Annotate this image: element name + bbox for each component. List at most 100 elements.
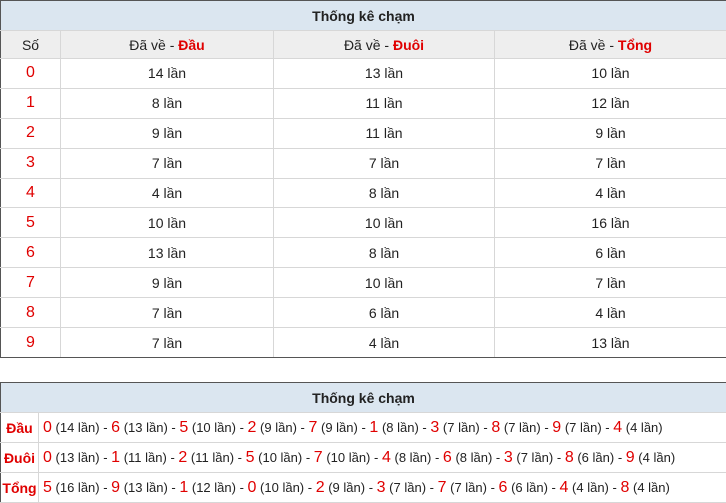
tong-count-cell: 13 lần	[495, 328, 726, 358]
separator: -	[609, 480, 621, 495]
ranking-count: (10 lần)	[326, 450, 370, 465]
dau-count-cell: 7 lần	[61, 298, 274, 328]
ranking-digit: 1	[111, 449, 120, 466]
separator: -	[304, 480, 316, 495]
duoi-count-cell: 13 lần	[274, 59, 495, 89]
ranking-digit: 9	[552, 419, 561, 436]
separator: -	[480, 420, 492, 435]
tong-count-cell: 10 lần	[495, 59, 726, 89]
digit-cell: 6	[1, 238, 61, 268]
dau-count-cell: 7 lần	[61, 328, 274, 358]
ranking-digit: 8	[491, 419, 500, 436]
ranking-count: (11 lần)	[124, 450, 167, 465]
ranking-count: (8 lần)	[455, 450, 492, 465]
duoi-count-cell: 10 lần	[274, 208, 495, 238]
column-header-prefix: Đã về -	[569, 37, 618, 53]
duoi-count-cell: 11 lần	[274, 118, 495, 148]
digit-cell: 7	[1, 268, 61, 298]
ranking-count: (9 lần)	[321, 420, 358, 435]
separator: -	[358, 420, 370, 435]
ranking-count: (6 lần)	[511, 480, 548, 495]
ranking-digit: 4	[382, 449, 391, 466]
separator: -	[492, 450, 504, 465]
duoi-count-cell: 6 lần	[274, 298, 495, 328]
ranking-digit: 5	[246, 449, 255, 466]
separator: -	[614, 450, 626, 465]
separator: -	[168, 480, 180, 495]
column-header-dau: Đã về - Đầu	[61, 31, 274, 59]
ranking-table-title: Thống kê chạm	[1, 383, 726, 413]
ranking-digit: 3	[377, 479, 386, 496]
ranking-count: (4 lần)	[633, 480, 670, 495]
ranking-digit: 9	[111, 479, 120, 496]
ranking-sequence: 0 (13 lần) - 1 (11 lần) - 2 (11 lần) - 5…	[39, 443, 726, 473]
duoi-count-cell: 8 lần	[274, 238, 495, 268]
digit-cell: 4	[1, 178, 61, 208]
column-header-duoi-label: Đuôi	[393, 37, 424, 53]
dau-count-cell: 9 lần	[61, 268, 274, 298]
ranking-sequence: 0 (14 lần) - 6 (13 lần) - 5 (10 lần) - 2…	[39, 413, 726, 443]
digit-cell: 3	[1, 148, 61, 178]
ranking-digit: 6	[111, 419, 120, 436]
separator: -	[602, 420, 614, 435]
duoi-count-cell: 10 lần	[274, 268, 495, 298]
separator: -	[168, 420, 180, 435]
dau-count-cell: 13 lần	[61, 238, 274, 268]
ranking-count: (9 lần)	[260, 420, 297, 435]
ranking-digit: 0	[43, 449, 52, 466]
ranking-count: (12 lần)	[192, 480, 236, 495]
column-header-tong: Đã về - Tổng	[495, 31, 726, 59]
separator: -	[548, 480, 560, 495]
dau-count-cell: 7 lần	[61, 148, 274, 178]
ranking-count: (13 lần)	[56, 450, 100, 465]
dau-count-cell: 14 lần	[61, 59, 274, 89]
digit-cell: 8	[1, 298, 61, 328]
ranking-digit: 8	[565, 449, 574, 466]
ranking-digit: 6	[443, 449, 452, 466]
separator: -	[302, 450, 314, 465]
ranking-count: (10 lần)	[260, 480, 304, 495]
separator: -	[167, 450, 179, 465]
ranking-row-label: Tổng	[1, 473, 39, 503]
column-header-prefix: Đã về -	[344, 37, 393, 53]
duoi-count-cell: 8 lần	[274, 178, 495, 208]
separator: -	[297, 420, 309, 435]
column-header-so: Số	[1, 31, 61, 59]
tong-count-cell: 16 lần	[495, 208, 726, 238]
separator: -	[370, 450, 382, 465]
ranking-count: (13 lần)	[124, 480, 168, 495]
ranking-count: (4 lần)	[638, 450, 675, 465]
ranking-count: (7 lần)	[516, 450, 553, 465]
duoi-count-cell: 7 lần	[274, 148, 495, 178]
ranking-digit: 1	[179, 479, 188, 496]
ranking-row-label: Đầu	[1, 413, 39, 443]
separator: -	[236, 480, 248, 495]
ranking-digit: 3	[430, 419, 439, 436]
ranking-count: (8 lần)	[394, 450, 431, 465]
dau-count-cell: 4 lần	[61, 178, 274, 208]
tong-count-cell: 9 lần	[495, 118, 726, 148]
column-header-tong-label: Tổng	[618, 37, 652, 53]
ranking-digit: 7	[438, 479, 447, 496]
separator: -	[487, 480, 499, 495]
ranking-count: (7 lần)	[565, 420, 602, 435]
separator: -	[553, 450, 565, 465]
ranking-count: (8 lần)	[382, 420, 419, 435]
separator: -	[365, 480, 377, 495]
digit-cell: 1	[1, 88, 61, 118]
ranking-count: (14 lần)	[56, 420, 100, 435]
ranking-sequence: 5 (16 lần) - 9 (13 lần) - 1 (12 lần) - 0…	[39, 473, 726, 503]
tong-count-cell: 6 lần	[495, 238, 726, 268]
column-header-dau-label: Đầu	[178, 37, 204, 53]
separator: -	[100, 420, 112, 435]
ranking-count: (6 lần)	[577, 450, 614, 465]
